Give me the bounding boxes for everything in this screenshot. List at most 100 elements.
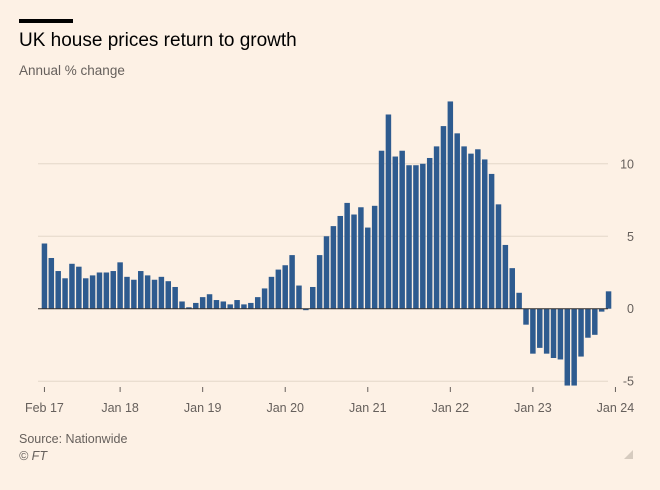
data-bar (220, 301, 227, 309)
axes: 10 5 0 -5 Feb 17 Jan 18 Jan 19 Jan 20 Jan 21 Jan … (25, 157, 634, 415)
data-bar (96, 272, 103, 309)
x-tick-label: Jan 21 (349, 401, 387, 415)
data-bar (248, 302, 254, 309)
bar-series (41, 101, 612, 386)
data-bar (598, 308, 605, 312)
data-bar (172, 286, 178, 309)
data-bar (502, 244, 509, 309)
data-bar (117, 262, 123, 309)
data-bar (475, 149, 481, 309)
data-bar (426, 157, 433, 309)
y-tick-label: 10 (620, 157, 634, 171)
data-bar (406, 165, 412, 309)
x-tick-label: Jan 19 (184, 401, 222, 415)
data-bar (82, 278, 89, 309)
data-bar (41, 243, 48, 309)
data-bar (578, 308, 584, 357)
data-bar (481, 159, 488, 309)
data-bar (62, 278, 68, 309)
data-bar (330, 226, 337, 309)
y-tick-label: 0 (627, 302, 634, 316)
data-bar (227, 304, 233, 309)
expand-corner-icon (624, 450, 633, 459)
data-bar (358, 207, 364, 309)
data-bar (550, 308, 557, 359)
data-bar (296, 285, 302, 309)
data-bar (76, 266, 82, 309)
data-bar (461, 146, 467, 309)
y-tick-label: -5 (623, 375, 634, 389)
data-bar (138, 271, 144, 309)
gridlines (38, 163, 608, 382)
data-bar (69, 263, 75, 309)
data-bar (385, 114, 392, 309)
data-bar (289, 255, 295, 309)
data-bar (351, 214, 357, 309)
data-bar (254, 297, 261, 309)
data-bar (158, 276, 165, 309)
data-bar (447, 101, 454, 309)
data-bar (543, 308, 550, 354)
data-bar (337, 215, 343, 309)
data-bar (399, 150, 405, 309)
data-bar (571, 308, 577, 386)
data-bar (344, 202, 350, 309)
data-bar (440, 126, 447, 309)
x-tick-label: Jan 18 (101, 401, 139, 415)
data-bar (199, 297, 206, 309)
data-bar (454, 133, 460, 309)
data-bar (310, 286, 316, 309)
data-bar (89, 275, 96, 309)
data-bar (151, 279, 158, 309)
data-bar (282, 265, 288, 309)
x-tick-label: Jan 20 (266, 401, 304, 415)
data-bar (433, 146, 440, 309)
data-bar (585, 308, 591, 338)
data-bar (206, 294, 213, 309)
data-bar (124, 276, 130, 309)
data-bar (144, 275, 151, 309)
data-bar (365, 227, 371, 309)
data-bar (530, 308, 536, 354)
y-tick-label: 5 (627, 230, 634, 244)
x-tick-label: Jan 23 (514, 401, 552, 415)
data-bar (323, 236, 330, 309)
data-bar (110, 271, 116, 309)
data-bar (413, 165, 419, 309)
ft-credit: © FT (19, 449, 47, 463)
data-bar (420, 163, 426, 309)
x-tick-label: Jan 22 (432, 401, 470, 415)
data-bar (275, 269, 282, 309)
data-bar (268, 276, 275, 309)
data-bar (516, 292, 522, 309)
data-bar (378, 150, 385, 309)
x-tick-label: Jan 24 (597, 401, 635, 415)
data-bar (468, 153, 474, 309)
data-bar (48, 257, 55, 309)
data-bar (564, 308, 571, 386)
data-bar (234, 300, 240, 309)
data-bar (186, 307, 192, 309)
data-bar (55, 271, 61, 309)
data-bar (165, 281, 172, 309)
data-bar (592, 308, 598, 335)
data-bar (495, 204, 502, 309)
data-bar (509, 268, 515, 309)
chart-subtitle: Annual % change (19, 63, 125, 78)
data-bar (523, 308, 529, 325)
chart-title: UK house prices return to growth (19, 30, 297, 51)
data-bar (303, 308, 309, 311)
data-bar (261, 288, 268, 309)
data-bar (537, 308, 543, 348)
data-bar (488, 173, 495, 309)
title-accent-bar (19, 19, 73, 23)
data-bar (316, 255, 323, 309)
data-bar (179, 301, 185, 309)
data-bar (103, 272, 110, 309)
x-tick-label: Feb 17 (25, 401, 64, 415)
data-bar (392, 156, 399, 309)
data-bar (213, 300, 220, 309)
data-bar (371, 205, 378, 309)
data-bar (241, 304, 247, 309)
